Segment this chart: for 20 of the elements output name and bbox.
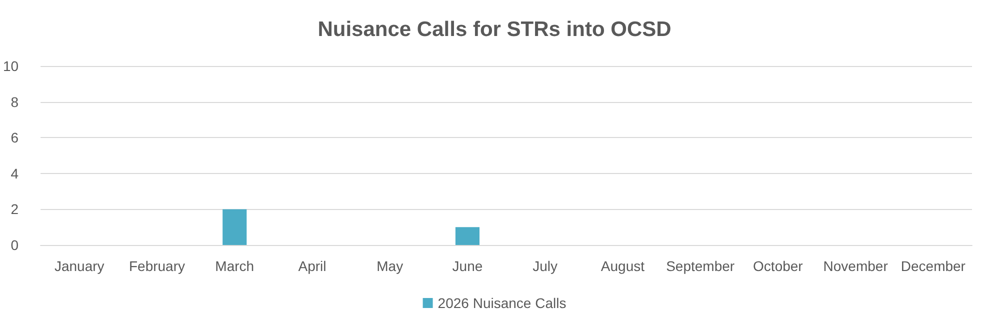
y-tick-label: 6 [10, 130, 19, 146]
y-tick-label: 10 [2, 58, 19, 74]
x-tick-label: April [298, 258, 326, 274]
y-tick-label: 0 [10, 237, 19, 253]
y-tick-label: 4 [10, 165, 19, 182]
x-tick-label: June [452, 258, 483, 274]
x-tick-label: October [753, 258, 804, 274]
x-tick-label: March [215, 258, 254, 274]
x-tick-label: December [900, 258, 966, 274]
x-tick-label: August [600, 258, 645, 274]
x-tick-label: November [823, 258, 888, 274]
x-tick-label: July [532, 258, 558, 274]
x-tick-label: May [376, 258, 404, 274]
x-tick-label: September [666, 258, 735, 274]
x-tick-label: January [54, 258, 104, 274]
chart-title: Nuisance Calls for STRs into OCSD [318, 18, 672, 41]
y-tick-label: 2 [10, 201, 19, 218]
legend-label: 2026 Nuisance Calls [438, 295, 566, 311]
x-tick-label: February [128, 258, 186, 274]
y-tick-label: 8 [10, 94, 19, 110]
